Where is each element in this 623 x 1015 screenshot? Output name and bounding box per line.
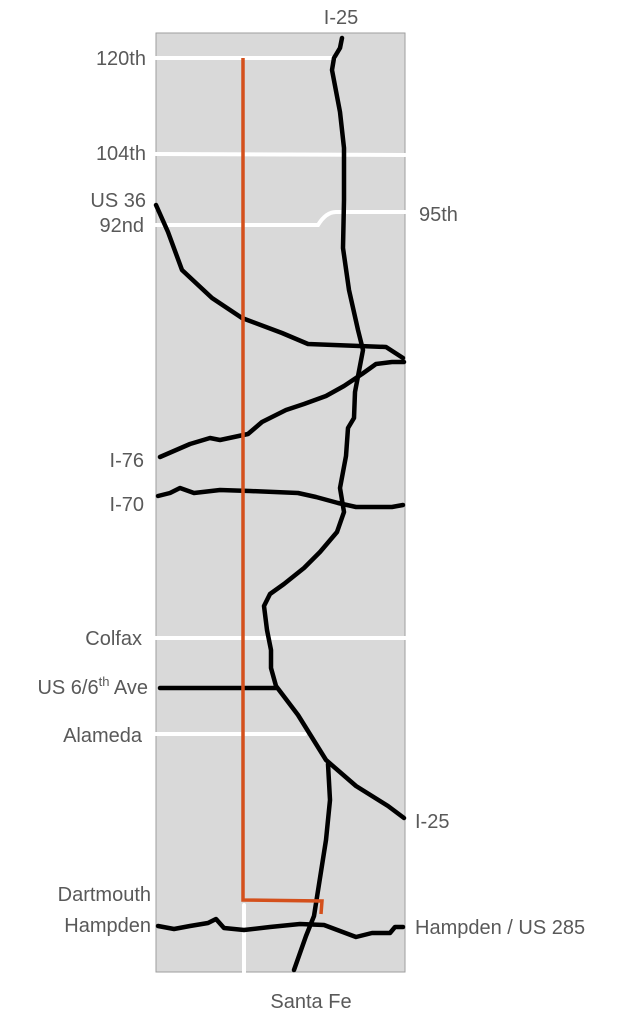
label-i25-right: I-25 — [415, 811, 449, 833]
label-i25-top: I-25 — [324, 7, 358, 29]
street-92nd-95th — [154, 210, 407, 227]
label-santa-fe: Santa Fe — [270, 991, 351, 1013]
label-dartmouth: Dartmouth — [58, 884, 151, 906]
highway-i25 — [261, 35, 407, 821]
label-alameda: Alameda — [63, 725, 143, 747]
label-hampden-us285: Hampden / US 285 — [415, 917, 585, 939]
highway-santa-fe — [291, 761, 333, 973]
label-colfax: Colfax — [85, 628, 142, 650]
highway-i76 — [157, 359, 407, 460]
label-i76: I-76 — [110, 450, 144, 472]
label-hampden: Hampden — [64, 915, 151, 937]
highlighted-route — [241, 58, 324, 915]
label-120th: 120th — [96, 48, 146, 70]
highway-i70 — [155, 485, 406, 510]
map-panel — [155, 32, 406, 973]
label-92nd: 92nd — [100, 215, 145, 237]
label-i70: I-70 — [110, 494, 144, 516]
highway-hampden-us285 — [155, 916, 406, 940]
label-104th: 104th — [96, 143, 146, 165]
label-95th: 95th — [419, 204, 458, 226]
label-us36: US 36 — [90, 190, 146, 212]
street-104th — [154, 152, 407, 157]
label-us6: US 6/6th Ave — [37, 674, 148, 699]
